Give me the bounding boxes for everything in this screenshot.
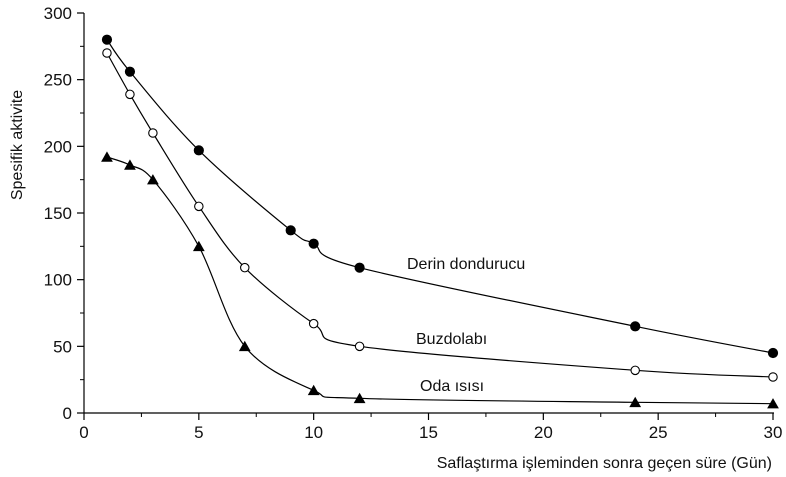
- y-tick-label: 0: [63, 404, 72, 423]
- data-point-oda-isisi: [767, 398, 779, 409]
- data-point-buzdolabi: [240, 262, 250, 273]
- series-curves: [106, 39, 774, 405]
- data-point-derin-dondurucu: [354, 262, 365, 273]
- data-point-oda-isisi: [238, 340, 251, 352]
- data-point-oda-isisi: [147, 174, 159, 185]
- x-tick-label: 20: [534, 423, 553, 442]
- data-point-oda-isisi: [192, 240, 205, 252]
- data-point-derin-dondurucu: [767, 347, 779, 359]
- y-tick-label: 200: [44, 137, 72, 156]
- data-point-oda-isisi: [629, 396, 642, 408]
- x-tick-label: 0: [79, 423, 88, 442]
- x-tick-label: 5: [194, 423, 203, 442]
- x-axis: 0 5 10 15 20 25 30: [79, 412, 783, 442]
- series-line-buzdolabi: [106, 52, 774, 378]
- data-point-derin-dondurucu: [124, 66, 136, 77]
- series-labels: Derin dondurucu Buzdolabı Oda ısısı: [407, 256, 525, 395]
- data-point-oda-isisi: [353, 392, 366, 404]
- series-label-oda-isisi: Oda ısısı: [420, 378, 484, 395]
- data-point-derin-dondurucu: [308, 238, 319, 249]
- data-point-buzdolabi: [125, 89, 135, 100]
- series-line-oda-isisi: [106, 156, 774, 405]
- y-tick-label: 300: [44, 4, 72, 23]
- x-tick-label: 30: [764, 423, 783, 442]
- data-point-derin-dondurucu: [101, 34, 113, 45]
- data-point-oda-isisi: [101, 151, 113, 162]
- series-label-buzdolabi: Buzdolabı: [416, 331, 487, 348]
- x-axis-label: Saflaştırma işleminden sonra geçen süre …: [437, 455, 772, 472]
- data-point-buzdolabi: [308, 318, 319, 329]
- data-point-buzdolabi: [102, 48, 112, 58]
- data-point-buzdolabi: [630, 365, 640, 376]
- series-markers: [101, 34, 779, 409]
- series-label-derin-dondurucu: Derin dondurucu: [407, 256, 525, 273]
- data-point-derin-dondurucu: [193, 145, 204, 156]
- x-tick-label: 15: [419, 423, 438, 442]
- y-tick-label: 50: [53, 337, 72, 356]
- y-tick-label: 150: [44, 204, 72, 223]
- y-axis-label: Spesifik aktivite: [9, 90, 26, 200]
- x-tick-label: 10: [304, 423, 323, 442]
- data-point-buzdolabi: [768, 372, 778, 382]
- series-line-derin-dondurucu: [106, 39, 774, 354]
- data-point-oda-isisi: [124, 159, 136, 170]
- data-point-buzdolabi: [148, 128, 158, 138]
- data-point-buzdolabi: [354, 341, 365, 352]
- data-point-buzdolabi: [194, 201, 204, 212]
- y-tick-label: 100: [44, 271, 72, 290]
- data-point-derin-dondurucu: [285, 225, 296, 236]
- y-tick-label: 250: [44, 71, 72, 90]
- y-axis: 0 50 100 150 200 250 300: [44, 4, 85, 423]
- x-tick-label: 25: [649, 423, 668, 442]
- data-point-oda-isisi: [307, 384, 320, 396]
- data-point-derin-dondurucu: [630, 321, 641, 332]
